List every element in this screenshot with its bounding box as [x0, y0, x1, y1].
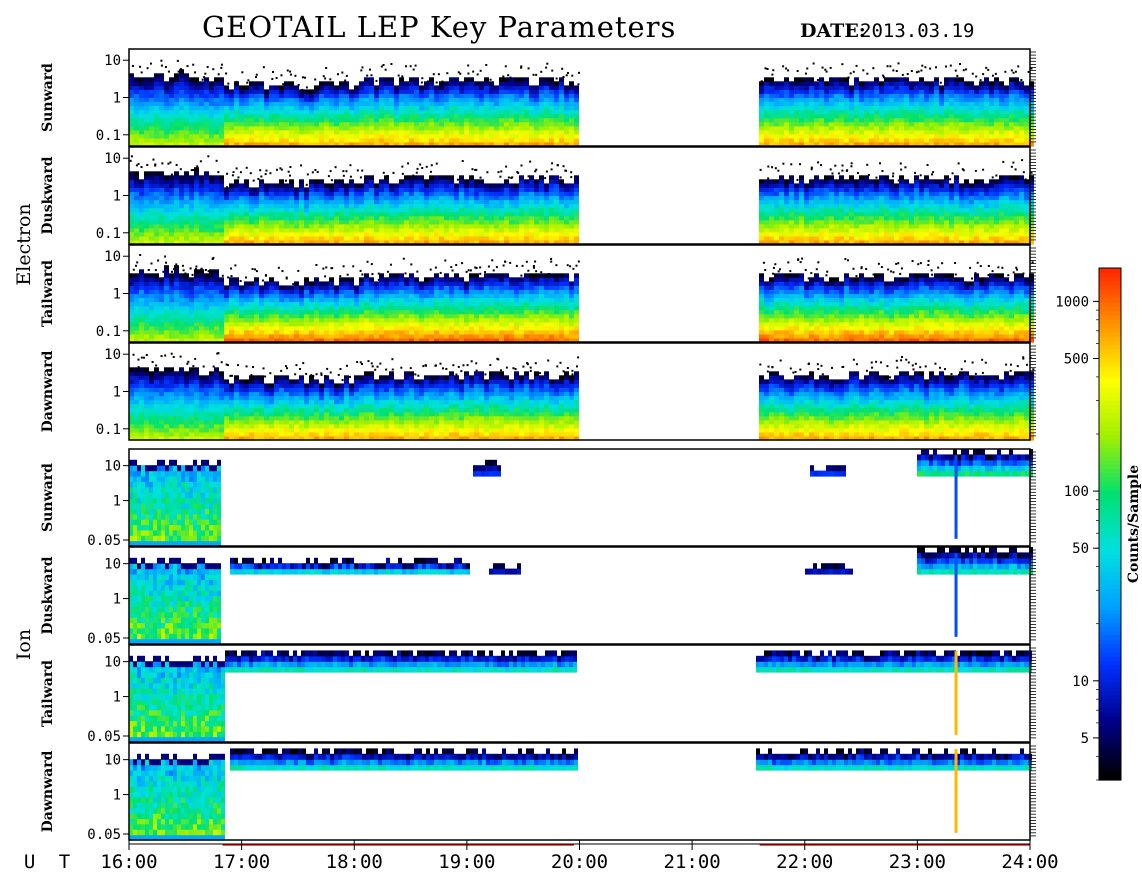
electron-panel-dawnward-spectrogram	[129, 352, 1034, 441]
colorbar-label: Counts/Sample	[1126, 465, 1142, 583]
y-tick-label: 10	[104, 753, 121, 769]
y-tick-label: 0.1	[96, 422, 121, 438]
electron-panel-sunward-spectrogram	[129, 60, 1034, 147]
panel-label-ion-tailward: Tailward	[40, 660, 56, 727]
x-tick-label: 20:00	[551, 851, 608, 873]
panel-label-ion-sunward: Sunward	[40, 463, 56, 532]
panel-label-electron-duskward: Duskward	[40, 156, 56, 234]
y-tick-label: 1	[113, 494, 121, 510]
ion-spike	[955, 553, 958, 637]
panel-label-electron-tailward: Tailward	[40, 260, 56, 327]
y-tick-label: 1	[113, 91, 121, 107]
x-tick-label: 18:00	[326, 851, 383, 873]
colorbar-tick-label: 100	[1064, 484, 1089, 500]
y-tick-label: 0.1	[96, 128, 121, 144]
y-tick-label: 1	[113, 385, 121, 401]
y-tick-label: 0.05	[87, 533, 121, 549]
colorbar-tick-label: 500	[1064, 352, 1089, 368]
colorbar-tick-label: 50	[1072, 541, 1089, 557]
y-tick-label: 10	[104, 347, 121, 363]
y-tick-label: 1	[113, 690, 121, 706]
x-tick-label: 23:00	[889, 851, 946, 873]
panel-label-ion-duskward: Duskward	[40, 556, 56, 634]
x-tick-label: 21:00	[664, 851, 721, 873]
x-tick-label: 22:00	[776, 851, 833, 873]
colorbar-tick-label: 1000	[1055, 294, 1089, 310]
x-tick-label: 24:00	[1001, 851, 1058, 873]
ion-panel-tailward-spectrogram	[129, 650, 1032, 742]
x-tick-label: 16:00	[100, 851, 157, 873]
y-tick-label: 0.1	[96, 324, 121, 340]
group-label-ion: Ion	[13, 629, 35, 660]
panel-label-electron-sunward: Sunward	[40, 63, 56, 132]
y-tick-label: 10	[104, 53, 121, 69]
ion-spike	[955, 749, 958, 833]
ion-spike	[955, 651, 958, 735]
panel-label-ion-dawnward: Dawnward	[40, 750, 56, 832]
colorbar-tick-label: 5	[1081, 731, 1089, 747]
colorbar-tick-label: 10	[1072, 674, 1089, 690]
y-tick-label: 10	[104, 655, 121, 671]
y-tick-label: 0.05	[87, 827, 121, 843]
panel-label-electron-dawnward: Dawnward	[40, 350, 56, 432]
y-tick-label: 0.05	[87, 631, 121, 647]
x-tick-label: 19:00	[438, 851, 495, 873]
ion-panel-duskward-spectrogram	[129, 547, 1033, 645]
ion-panel-dawnward-spectrogram	[129, 748, 1032, 840]
group-label-electron: Electron	[13, 203, 35, 285]
x-axis-label: U T	[24, 851, 76, 873]
ion-panel-frame	[129, 449, 1030, 546]
colorbar	[1099, 268, 1121, 781]
y-tick-label: 10	[104, 151, 121, 167]
y-tick-label: 10	[104, 557, 121, 573]
electron-panel-tailward-spectrogram	[129, 254, 1034, 343]
y-tick-label: 10	[104, 249, 121, 265]
y-tick-label: 0.05	[87, 729, 121, 745]
ion-spike	[955, 455, 958, 539]
y-tick-label: 1	[113, 592, 121, 608]
x-tick-label: 17:00	[213, 851, 270, 873]
y-tick-label: 10	[104, 459, 121, 475]
electron-panel-duskward-spectrogram	[129, 155, 1034, 244]
y-tick-label: 1	[113, 788, 121, 804]
y-tick-label: 1	[113, 189, 121, 205]
y-tick-label: 0.1	[96, 226, 121, 242]
ion-panel-sunward-spectrogram	[129, 449, 1033, 547]
y-tick-label: 1	[113, 287, 121, 303]
